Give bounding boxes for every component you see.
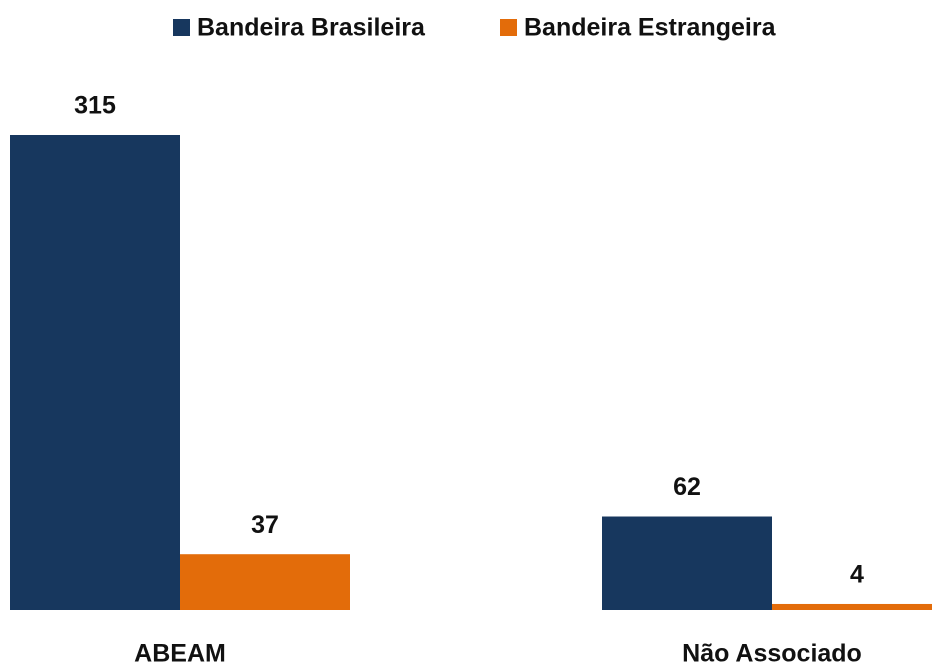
x-tick-label: ABEAM xyxy=(134,640,226,666)
data-label: 37 xyxy=(251,511,279,539)
x-tick-label: Não Associado xyxy=(682,640,862,666)
bar xyxy=(10,135,180,610)
data-label: 315 xyxy=(74,92,116,120)
legend-swatch xyxy=(173,19,190,36)
data-label: 62 xyxy=(673,473,701,501)
legend-label: Bandeira Brasileira xyxy=(197,14,426,42)
legend-label: Bandeira Estrangeira xyxy=(524,14,777,42)
bar xyxy=(602,516,772,610)
bar xyxy=(772,603,932,610)
bar xyxy=(180,554,350,610)
legend-swatch xyxy=(500,19,517,36)
data-label: 4 xyxy=(850,561,864,589)
